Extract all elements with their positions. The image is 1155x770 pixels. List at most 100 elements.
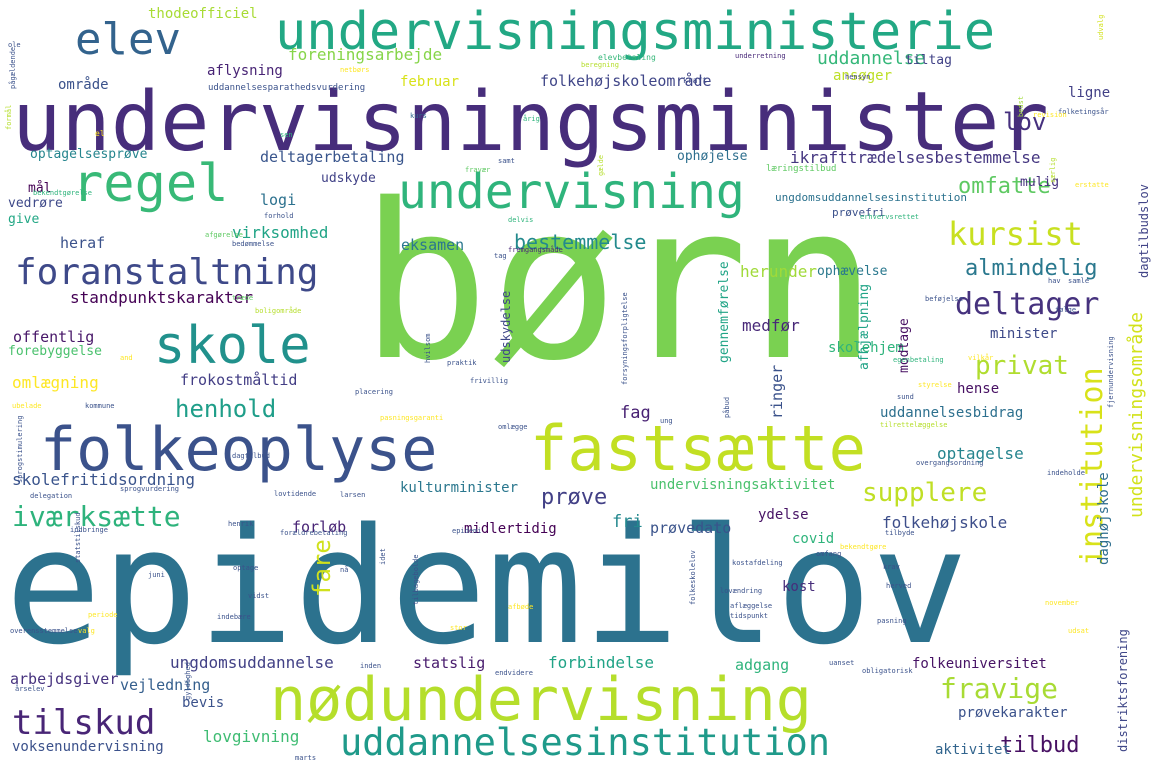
word-184: kostafdeling — [732, 559, 783, 567]
word-35: folkehøjskoleområde — [540, 72, 712, 90]
word-176: valg — [78, 627, 95, 635]
word-159: dagtilbud — [232, 452, 270, 460]
word-156: sprogstimulering — [16, 415, 24, 483]
word-117: kurs — [410, 112, 427, 120]
word-138: and — [120, 354, 133, 362]
word-145: vilkår — [968, 354, 994, 362]
word-11: uddannelsesinstitution — [340, 721, 831, 764]
word-2: undervisningsminister — [12, 75, 1049, 170]
word-95: ophøjelse — [677, 149, 748, 164]
word-181: lovændring — [720, 587, 763, 595]
word-32: dagtilbudslov — [1137, 184, 1151, 278]
word-89: aflysning — [207, 63, 283, 79]
word-125: bekendtgørelse — [33, 189, 93, 197]
word-6: folkeoplyse — [40, 415, 438, 485]
word-41: optagelse — [937, 444, 1024, 463]
word-195: endvidere — [495, 669, 533, 677]
word-167: statstilskud — [74, 512, 82, 563]
word-26: prøve — [541, 485, 608, 510]
word-1: børn — [360, 157, 878, 408]
word-63: logi — [260, 191, 297, 209]
word-198: årselev — [15, 685, 45, 693]
word-46: uddannelsesbidrag — [880, 405, 1024, 421]
word-85: mål — [28, 181, 52, 196]
word-8: regel — [72, 154, 229, 214]
word-27: lov — [1003, 108, 1047, 136]
word-189: herved — [886, 582, 912, 590]
word-187: tilbyde — [885, 529, 915, 537]
word-143: forsyningsforpligtelse — [621, 292, 629, 385]
word-112: pågældende — [9, 46, 17, 89]
word-60: frokostmåltid — [180, 371, 298, 389]
word-115: el — [95, 129, 105, 138]
word-162: overgangsordning — [916, 459, 984, 467]
word-113: ole — [8, 41, 21, 49]
word-83: kost — [782, 579, 816, 595]
word-68: minister — [990, 326, 1058, 342]
word-108: revision — [1033, 111, 1067, 119]
word-3: undervisningsministerie — [275, 2, 996, 62]
word-74: fag — [620, 403, 651, 423]
word-94: ligne — [1068, 85, 1111, 101]
word-59: omlægning — [12, 373, 99, 392]
word-199: gyldighed — [184, 662, 192, 700]
word-0: epidemilov — [5, 493, 969, 680]
word-148: tilrettelæggelse — [880, 421, 948, 429]
word-104: underretning — [735, 52, 786, 60]
word-92: ansøger — [833, 68, 893, 84]
word-153: omlægge — [498, 423, 528, 431]
word-29: undervisningsområde — [1126, 312, 1147, 518]
word-111: netbørs — [340, 66, 370, 74]
word-82: covid — [792, 531, 835, 547]
word-192: udsat — [1068, 627, 1090, 635]
word-194: inden — [360, 662, 382, 670]
word-9: elev — [75, 14, 181, 65]
word-166: indbringe — [70, 526, 108, 534]
word-132: hav — [1048, 277, 1061, 285]
word-47: undervisningsaktivitet — [650, 477, 836, 493]
word-123: erstatte — [1075, 181, 1109, 189]
word-53: vejledning — [120, 676, 211, 694]
word-154: ung — [660, 417, 673, 425]
word-186: omfang — [816, 550, 842, 558]
word-161: larsen — [340, 491, 366, 499]
word-170: optage — [233, 564, 259, 572]
word-81: ydelse — [758, 507, 809, 523]
word-62: heraf — [60, 234, 106, 252]
word-129: delvis — [508, 216, 534, 224]
word-109: bedst — [1017, 95, 1025, 117]
word-146: styrelse — [918, 381, 952, 389]
word-66: ophævelse — [817, 264, 888, 279]
word-88: område — [58, 77, 109, 93]
word-57: offentlig — [13, 328, 95, 346]
word-19: fravige — [940, 672, 1059, 705]
word-128: bedømmelse — [232, 240, 275, 248]
word-175: periode — [88, 611, 118, 619]
word-54: statslig — [413, 654, 486, 672]
word-126: forhold — [264, 212, 294, 220]
word-36: ikrafttrædelsesbestemmelse — [790, 148, 1041, 167]
word-191: november — [1045, 599, 1079, 607]
word-135: beføjelse — [925, 295, 963, 303]
word-158: sprogvurdering — [120, 485, 180, 493]
word-171: nå — [340, 566, 349, 574]
word-50: lovgivning — [203, 727, 300, 746]
word-137: boligområde — [255, 307, 302, 315]
word-168: epidemi — [452, 527, 482, 535]
word-77: forløb — [292, 518, 347, 536]
word-152: pasningsgaranti — [380, 414, 444, 422]
word-151: kommune — [85, 402, 115, 410]
word-174: juni — [148, 571, 165, 579]
word-16: iværksætte — [12, 500, 181, 533]
word-120: fravær — [465, 166, 491, 174]
word-188: krav — [883, 563, 900, 571]
word-164: henrik — [228, 520, 254, 528]
word-18: deltager — [955, 287, 1100, 322]
word-4: nødundervisning — [270, 665, 812, 735]
word-86: vedrøre — [8, 196, 63, 211]
word-182: aflæggelse — [730, 602, 773, 610]
word-37: foreningsarbejde — [288, 45, 443, 64]
word-72: modtage — [897, 318, 912, 373]
word-33: standpunktskarakter — [70, 288, 254, 307]
word-193: overensstemmelse — [10, 627, 78, 635]
